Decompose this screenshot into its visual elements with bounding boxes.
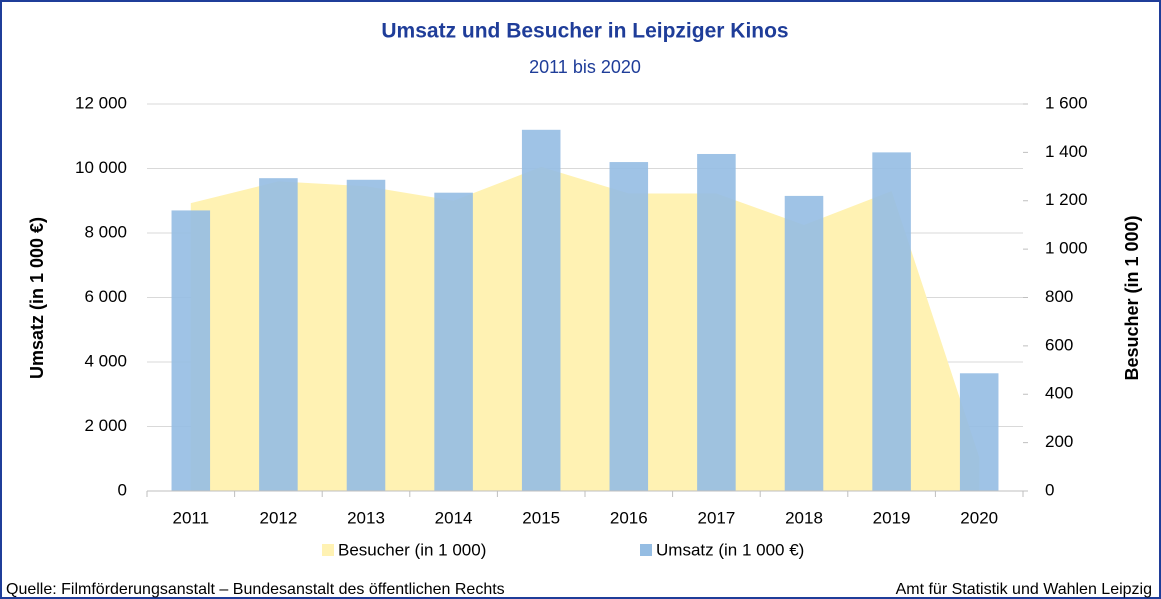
y-tick-label: 4 000 xyxy=(84,351,127,370)
legend-label: Umsatz (in 1 000 €) xyxy=(656,540,804,559)
y-tick-label: 12 000 xyxy=(75,93,127,112)
y2-tick-label: 1 000 xyxy=(1045,239,1088,258)
source-note: Quelle: Filmförderungsanstalt – Bundesan… xyxy=(6,581,505,598)
chart-subtitle: 2011 bis 2020 xyxy=(529,57,641,77)
y2-tick-label: 0 xyxy=(1045,480,1054,499)
y2-tick-label: 1 400 xyxy=(1045,142,1088,161)
bar xyxy=(346,179,386,491)
x-tick-label: 2016 xyxy=(610,508,648,527)
legend-swatch xyxy=(640,544,652,556)
x-tick-label: 2018 xyxy=(785,508,823,527)
bar xyxy=(697,153,736,492)
y-tick-label: 2 000 xyxy=(84,416,127,435)
y2-tick-label: 400 xyxy=(1045,384,1073,403)
bar xyxy=(521,129,561,492)
bar xyxy=(434,192,473,491)
bar xyxy=(872,152,911,491)
y-tick-label: 8 000 xyxy=(84,222,127,241)
x-tick-label: 2012 xyxy=(259,508,297,527)
legend-label: Besucher (in 1 000) xyxy=(338,540,486,559)
x-tick-label: 2019 xyxy=(873,508,911,527)
bar xyxy=(959,373,999,491)
chart-title: Umsatz und Besucher in Leipziger Kinos xyxy=(381,20,788,43)
x-tick-label: 2020 xyxy=(960,508,998,527)
y2-tick-label: 1 200 xyxy=(1045,190,1088,209)
bar xyxy=(609,162,649,492)
y2-axis-title: Besucher (in 1 000) xyxy=(1122,215,1142,380)
y2-tick-label: 200 xyxy=(1045,432,1073,451)
area xyxy=(190,166,980,491)
bar xyxy=(784,195,824,491)
y-tick-label: 0 xyxy=(118,480,127,499)
y-axis-title: Umsatz (in 1 000 €) xyxy=(27,217,47,379)
y2-tick-label: 600 xyxy=(1045,335,1073,354)
y-tick-label: 10 000 xyxy=(75,158,127,177)
bar xyxy=(259,178,298,492)
credit-note: Amt für Statistik und Wahlen Leipzig xyxy=(896,581,1152,598)
y2-tick-label: 800 xyxy=(1045,287,1073,306)
x-tick-label: 2013 xyxy=(347,508,385,527)
x-tick-label: 2011 xyxy=(173,508,210,527)
x-tick-label: 2017 xyxy=(697,508,735,527)
bar xyxy=(171,210,211,492)
y-tick-label: 6 000 xyxy=(84,287,127,306)
y2-tick-label: 1 600 xyxy=(1045,93,1088,112)
legend-swatch xyxy=(322,544,334,556)
x-tick-label: 2014 xyxy=(435,508,473,527)
x-tick-label: 2015 xyxy=(522,508,560,527)
